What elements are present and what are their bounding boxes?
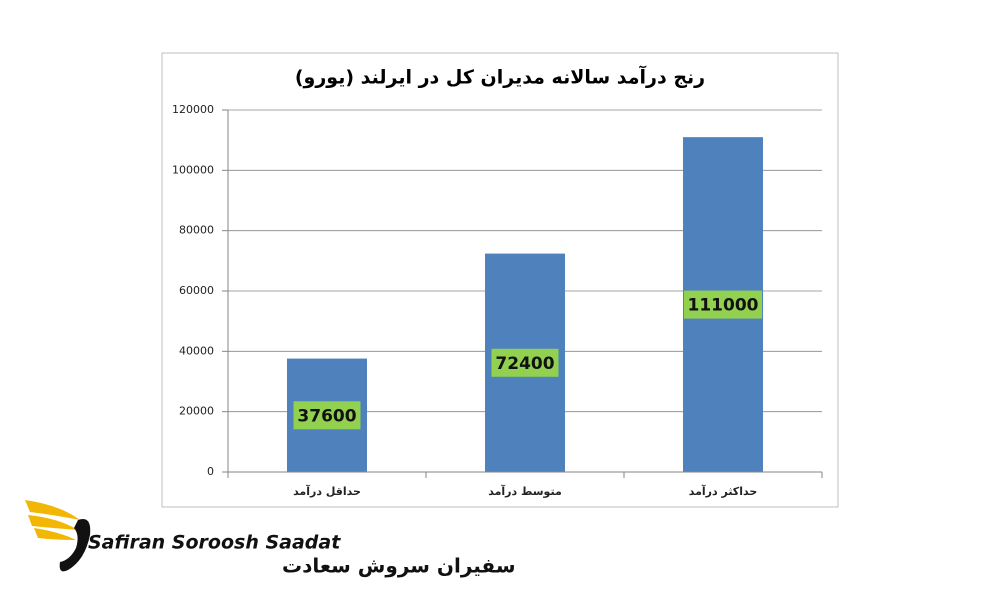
data-label-box: [293, 401, 361, 430]
data-label: 37600: [297, 406, 356, 426]
x-tick-label: حداکثر درآمد: [689, 484, 758, 498]
data-label: 111000: [688, 296, 759, 316]
x-tick-label: حداقل درآمد: [293, 484, 361, 498]
y-tick-label: 0: [207, 465, 214, 478]
y-tick-label: 80000: [179, 224, 214, 237]
data-label-box: [491, 348, 559, 377]
chart-title: رنج درآمد سالانه مدیران کل در ایرلند (یو…: [295, 65, 705, 89]
data-label: 72400: [495, 354, 554, 374]
x-tick-label: متوسط درآمد: [488, 484, 562, 498]
y-tick-label: 120000: [172, 103, 214, 116]
y-tick-label: 100000: [172, 163, 214, 176]
y-tick-label: 60000: [179, 284, 214, 297]
logo-name: Safiran Soroosh Saadat: [88, 532, 341, 554]
y-tick-label: 40000: [179, 344, 214, 357]
y-tick-label: 20000: [179, 405, 214, 418]
logo-name-fa: سفیران سروش سعادت: [282, 554, 516, 578]
data-label-box: [684, 290, 762, 319]
logo-icon: [25, 500, 91, 572]
